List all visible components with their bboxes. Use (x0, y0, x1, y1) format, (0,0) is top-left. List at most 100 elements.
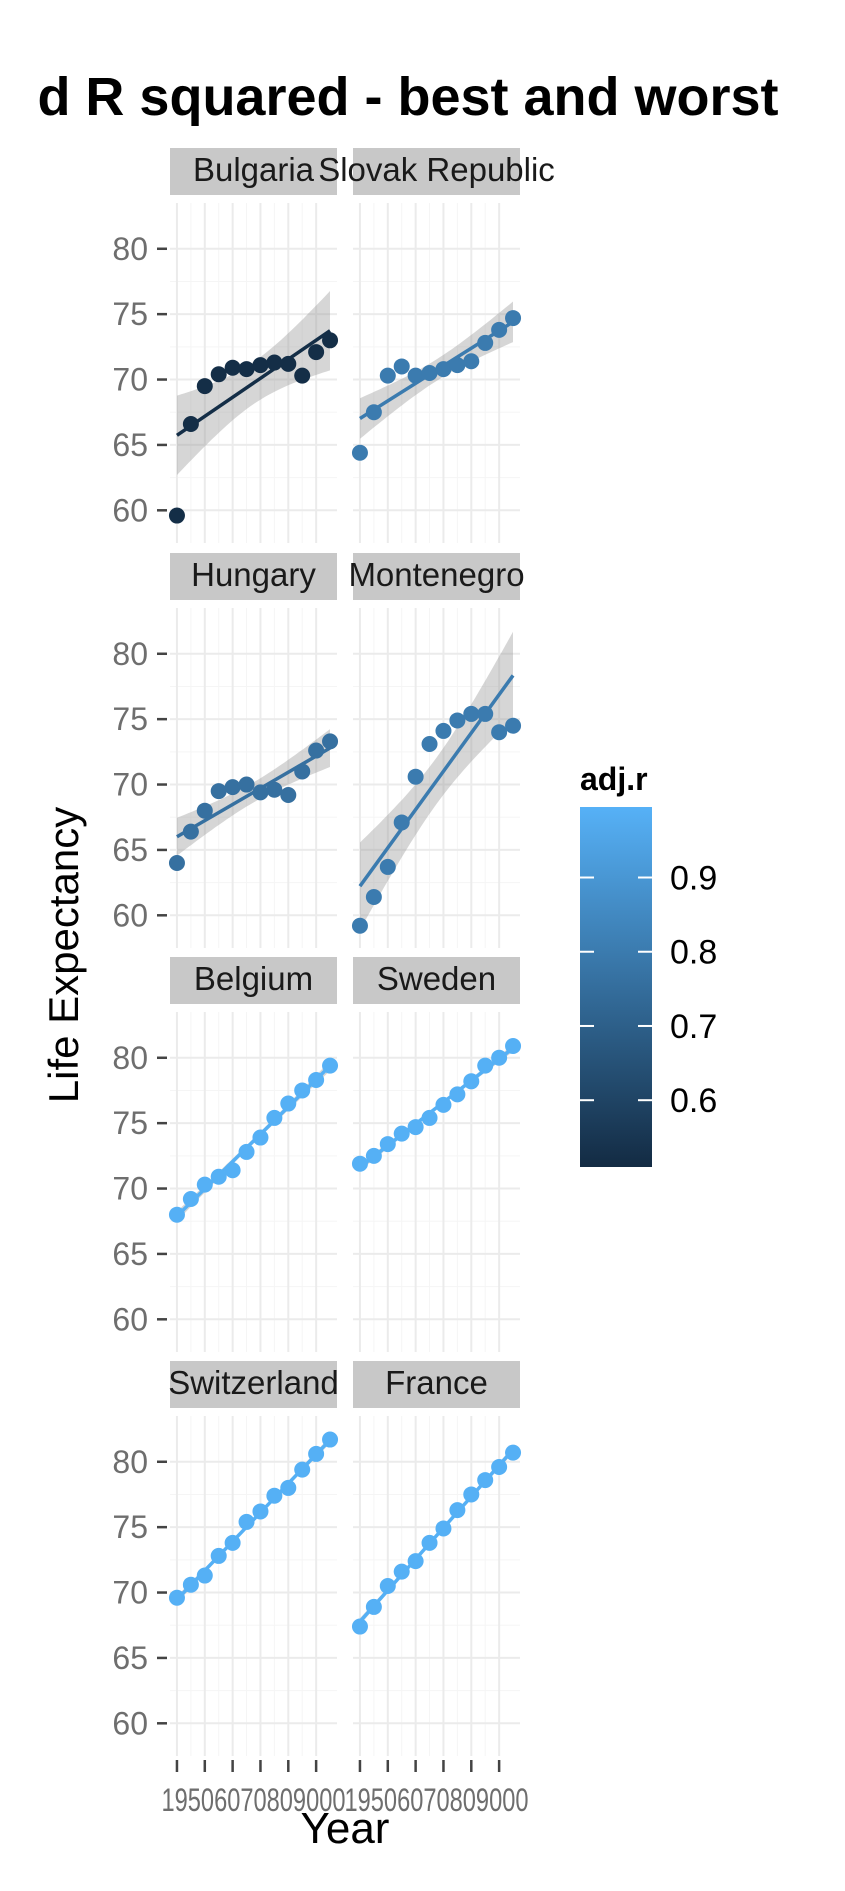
data-point (182, 416, 199, 432)
facet-panels: Bulgaria 60 65 70 75 80 Slovak Republic Hungary… (112, 148, 555, 1756)
facet-strip (170, 553, 337, 600)
data-point (294, 1461, 311, 1478)
y-tick-label: 60 (112, 897, 148, 933)
data-point (168, 1206, 185, 1223)
y-tick-label: 80 (112, 1444, 148, 1480)
data-point (351, 444, 368, 461)
data-point (196, 802, 213, 819)
data-point (224, 1534, 241, 1551)
data-point (238, 776, 255, 793)
data-point (266, 1109, 283, 1126)
data-point (351, 1155, 368, 1172)
data-point (379, 1136, 396, 1153)
facet-panel-4: Belgium 60 65 70 75 80 (112, 957, 339, 1352)
data-point (280, 787, 297, 803)
data-point (210, 1547, 227, 1564)
data-point (294, 1082, 311, 1099)
data-point (407, 1553, 424, 1570)
facet-panel-0: Bulgaria 60 65 70 75 80 (112, 148, 339, 543)
data-point (351, 1618, 368, 1635)
data-point (224, 1162, 241, 1179)
data-point (168, 507, 185, 524)
facet-strip (170, 1361, 337, 1408)
facet-strip-label: Bulgaria (193, 151, 315, 188)
facet-strip (353, 957, 520, 1004)
data-point (238, 1143, 255, 1160)
trend-line (175, 329, 332, 437)
data-point (491, 1459, 508, 1475)
colorbar (580, 807, 652, 1167)
facet-panel-7: France (351, 1361, 522, 1756)
facet-strip-label: Hungary (191, 556, 316, 593)
data-point (224, 779, 241, 796)
data-point (322, 733, 339, 750)
facet-strip-label: Montenegro (348, 556, 524, 593)
y-tick-label: 60 (112, 1705, 148, 1741)
x-tick-labels: 19506070809000 (162, 1782, 346, 1818)
data-point (365, 889, 382, 905)
facet-panel-6: Switzerland 60 65 70 75 80 (112, 1361, 339, 1756)
data-point (449, 357, 466, 374)
data-point (210, 1168, 227, 1185)
data-point (421, 1534, 438, 1551)
legend-label: 0.7 (670, 1008, 717, 1046)
facet-strip-label: France (385, 1364, 488, 1401)
data-point (393, 814, 410, 831)
data-point (266, 354, 283, 371)
data-point (407, 768, 424, 785)
y-tick-label: 60 (112, 492, 148, 528)
facet-strip-label: Sweden (377, 960, 496, 997)
data-point (280, 1095, 297, 1112)
data-point (421, 1109, 438, 1126)
data-point (280, 1479, 297, 1496)
data-point (435, 361, 452, 378)
panel-background (170, 1012, 337, 1352)
data-point (168, 1589, 185, 1606)
data-point (365, 1598, 382, 1615)
data-point (477, 705, 494, 722)
data-point (393, 1563, 410, 1580)
facet-strip (170, 957, 337, 1004)
y-tick-label: 75 (112, 1509, 148, 1545)
data-point (308, 344, 325, 361)
data-point (224, 359, 241, 376)
data-point (463, 705, 480, 722)
data-point (196, 378, 213, 395)
data-point (421, 736, 438, 752)
facet-strip (353, 1361, 520, 1408)
data-point (196, 1176, 213, 1193)
data-point (435, 1520, 452, 1537)
data-point (252, 357, 269, 374)
y-tick-label: 65 (112, 1236, 148, 1272)
data-point (266, 781, 283, 798)
data-point (407, 367, 424, 384)
y-tick-label: 80 (112, 231, 148, 267)
facet-panel-2: Hungary 60 65 70 75 80 (112, 553, 339, 948)
y-axis-title: Life Expectancy (40, 807, 87, 1104)
facet-strip-label: Slovak Republic (318, 151, 555, 188)
legend-title: adj.r (580, 761, 648, 797)
data-point (421, 365, 438, 381)
data-point (393, 1125, 410, 1142)
facet-panel-5: Sweden (351, 957, 522, 1352)
facet-strip (353, 148, 520, 195)
data-point (351, 917, 368, 934)
data-point (449, 1086, 466, 1103)
data-point (182, 1576, 199, 1593)
x-axis: 19506070809000 19506070809000 (162, 1760, 529, 1818)
data-point (322, 1057, 339, 1074)
y-tick-label: 65 (112, 427, 148, 463)
data-point (294, 367, 311, 384)
data-point (308, 1445, 325, 1462)
facet-strip-label: Switzerland (168, 1364, 339, 1401)
data-point (435, 1096, 452, 1113)
data-point (308, 742, 325, 759)
data-point (505, 717, 522, 734)
data-point (379, 858, 396, 875)
y-tick-label: 75 (112, 296, 148, 332)
data-point (182, 1191, 199, 1207)
data-point (182, 823, 199, 840)
data-point (379, 367, 396, 384)
data-point (505, 310, 522, 327)
data-point (322, 332, 339, 349)
